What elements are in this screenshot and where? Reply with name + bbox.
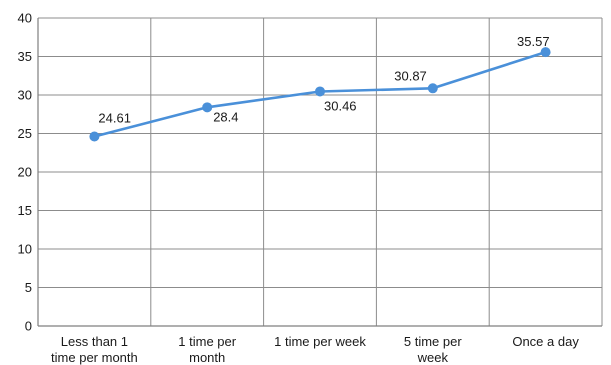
y-tick-label: 20 (18, 165, 32, 180)
data-point (202, 102, 213, 113)
data-point (315, 86, 325, 97)
x-tick-label: Less than 1 time per month (51, 334, 138, 365)
x-tick-label: 5 time per week (404, 334, 462, 365)
axis-layer (37, 18, 602, 327)
data-point (89, 131, 100, 142)
x-tick-label: 1 time per month (178, 334, 236, 365)
y-tick-label: 25 (18, 126, 32, 141)
data-labels: 24.61 28.4 30.46 30.87 35.57 (98, 34, 549, 125)
y-tick-label: 0 (25, 319, 32, 334)
y-tick-label: 30 (18, 88, 32, 103)
y-axis-tick-labels: 0 5 10 15 20 25 30 35 40 (18, 11, 32, 334)
data-point (540, 47, 551, 58)
y-tick-label: 15 (18, 203, 32, 218)
data-label: 24.61 (98, 111, 131, 126)
series-layer (89, 47, 551, 142)
grid-layer (38, 17, 603, 326)
data-label: 35.57 (517, 34, 550, 49)
x-axis-tick-labels: Less than 1 time per month 1 time per month… (51, 334, 579, 365)
y-tick-label: 35 (18, 49, 32, 64)
data-point (427, 83, 438, 94)
data-label: 30.46 (324, 98, 357, 113)
data-label: 28.4 (213, 109, 238, 124)
y-tick-label: 10 (18, 242, 32, 257)
data-label: 30.87 (394, 68, 427, 83)
y-tick-label: 40 (18, 11, 32, 26)
x-tick-label: Once a day (512, 334, 579, 349)
x-tick-label: 1 time per week (274, 334, 366, 349)
y-tick-label: 5 (25, 280, 32, 295)
